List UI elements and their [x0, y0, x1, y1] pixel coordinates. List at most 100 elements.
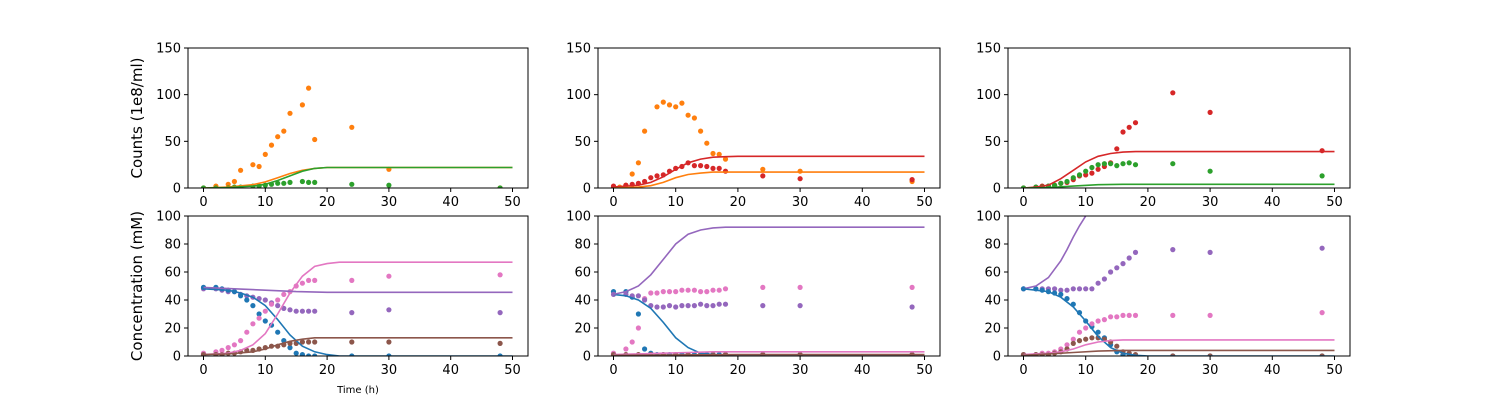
data-point-green — [312, 179, 318, 185]
data-point-pink — [231, 342, 237, 348]
x-tick-label: 40 — [854, 195, 871, 210]
data-point-green — [497, 185, 503, 188]
data-point-pink — [704, 289, 710, 295]
axes-frame — [187, 47, 529, 189]
data-point-purple — [1070, 286, 1076, 292]
data-point-purple — [1052, 286, 1058, 292]
data-point-pink — [1108, 314, 1114, 320]
x-tick-label: 40 — [854, 363, 871, 378]
data-point-purple — [635, 293, 642, 299]
data-point-purple — [312, 308, 318, 314]
data-point-orange — [262, 151, 268, 157]
series-line-orange — [613, 171, 925, 188]
data-point-orange — [281, 128, 287, 134]
data-point-orange — [760, 166, 766, 172]
data-point-pink — [685, 287, 691, 293]
data-point-orange — [629, 171, 635, 177]
data-point-pink — [262, 308, 268, 314]
data-point-orange — [679, 100, 685, 106]
data-point-blue — [1064, 296, 1070, 302]
x-tick-label: 20 — [730, 363, 747, 378]
ylabel-bottom: Concentration (mM) — [128, 211, 146, 361]
data-point-blue — [642, 346, 648, 352]
x-tick-label: 10 — [667, 363, 684, 378]
data-point-red — [1114, 146, 1120, 152]
y-tick-label: 150 — [976, 42, 1001, 57]
xlabel: Time (h) — [336, 385, 379, 396]
data-point-purple — [1319, 245, 1325, 251]
data-point-orange — [660, 99, 666, 105]
data-point-brown — [1070, 340, 1076, 346]
x-tick-label: 50 — [1326, 363, 1343, 378]
data-point-orange — [642, 128, 648, 134]
data-point-green — [1058, 180, 1064, 186]
data-point-green — [1126, 160, 1132, 166]
y-tick-label: 0 — [173, 182, 181, 197]
series-line-pink — [613, 350, 925, 356]
x-tick-label: 50 — [1326, 195, 1343, 210]
y-tick-label: 150 — [156, 42, 181, 57]
data-point-blue — [312, 353, 318, 356]
series-line-red — [613, 155, 925, 188]
data-point-pink — [349, 277, 355, 283]
series-line-red — [1023, 150, 1335, 188]
y-tick-label: 60 — [164, 266, 181, 281]
data-point-blue — [1076, 310, 1083, 316]
series-line-green — [1023, 183, 1335, 188]
x-tick-label: 50 — [916, 195, 933, 210]
data-point-purple — [497, 310, 503, 316]
data-point-brown — [312, 339, 318, 345]
data-point-purple — [1101, 276, 1107, 282]
y-tick-label: 20 — [164, 322, 181, 337]
data-point-pink — [1089, 321, 1095, 327]
x-tick-label: 20 — [1140, 195, 1157, 210]
data-point-pink — [275, 297, 281, 303]
data-point-orange — [704, 140, 710, 146]
x-tick-label: 10 — [667, 195, 684, 210]
data-point-green — [281, 180, 287, 186]
data-point-purple — [1058, 287, 1064, 293]
data-point-purple — [909, 304, 915, 310]
x-tick-label: 0 — [199, 363, 207, 378]
x-tick-label: 30 — [1202, 363, 1219, 378]
data-point-blue — [635, 311, 642, 317]
data-point-pink — [1207, 312, 1213, 318]
data-point-red — [909, 177, 915, 183]
data-point-green — [1064, 178, 1070, 185]
data-point-orange — [716, 151, 722, 157]
data-point-purple — [1064, 287, 1070, 293]
y-tick-label: 60 — [574, 266, 591, 281]
data-point-red — [722, 168, 729, 174]
data-point-green — [1114, 163, 1120, 169]
data-point-green — [1132, 162, 1139, 168]
data-point-purple — [691, 303, 698, 309]
data-point-red — [710, 165, 716, 171]
data-point-pink — [1083, 325, 1089, 331]
plot-area — [200, 261, 513, 356]
data-point-green — [1170, 161, 1176, 167]
data-point-green — [1083, 168, 1089, 174]
y-tick-label: 80 — [164, 238, 181, 253]
y-tick-label: 40 — [984, 294, 1001, 309]
axes-frame — [1007, 215, 1351, 357]
data-point-purple — [1114, 265, 1120, 271]
data-point-red — [704, 163, 710, 170]
data-point-blue — [275, 329, 281, 335]
data-point-green — [1207, 168, 1213, 174]
data-point-pink — [909, 284, 915, 290]
data-point-pink — [219, 347, 225, 353]
series-line-pink — [203, 261, 513, 356]
data-point-pink — [244, 329, 250, 335]
data-point-red — [1126, 124, 1132, 130]
x-tick-label: 20 — [319, 195, 336, 210]
x-tick-label: 20 — [730, 195, 747, 210]
y-tick-label: 0 — [993, 350, 1001, 365]
panel-1: 0 10 20 30 40 50 0 50 100 150 — [156, 42, 529, 210]
data-point-green — [1319, 173, 1325, 179]
data-point-pink — [1076, 329, 1083, 335]
data-point-pink — [698, 289, 704, 295]
data-point-blue — [299, 352, 305, 356]
data-point-purple — [1108, 269, 1114, 275]
data-point-blue — [287, 345, 293, 351]
